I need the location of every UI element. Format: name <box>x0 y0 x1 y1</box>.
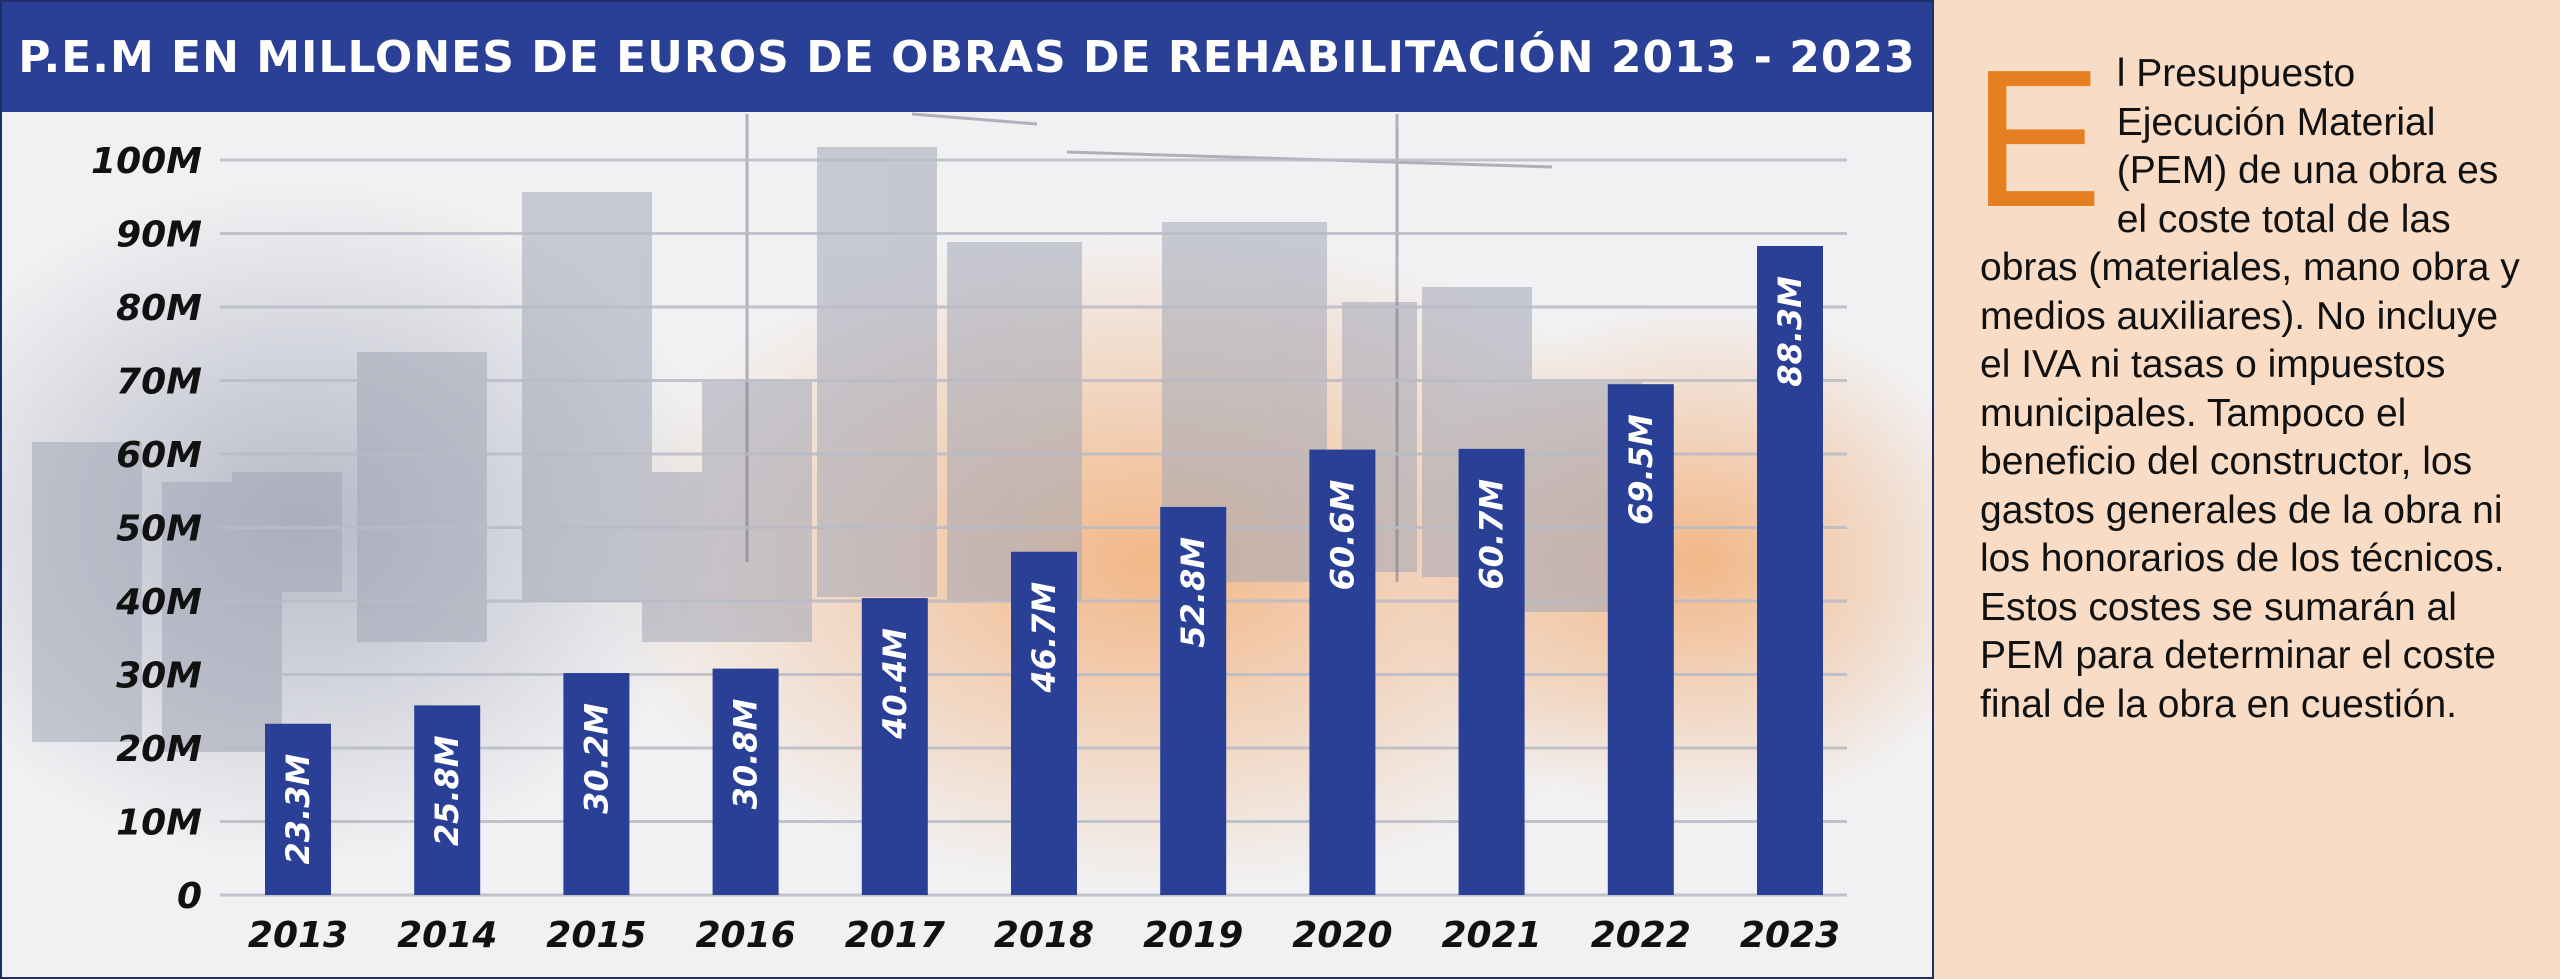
bar-value-label: 25.8M <box>428 735 466 846</box>
bar-value-label: 60.6M <box>1323 479 1361 590</box>
bar-value-label: 30.8M <box>727 698 765 809</box>
y-tick-label: 50M <box>116 509 202 550</box>
info-sidebar: E l Presupuesto Ejecución Material (PEM)… <box>1934 0 2560 979</box>
bar-2017 <box>861 598 928 895</box>
chart-panel: 0 10M 20M 30M 40M 50M 60M 70M 80M 90M 100M 23.3M 25… <box>0 0 1934 979</box>
y-axis: 0 10M 20M 30M 40M 50M 60M 70M 80M 90M 100M <box>91 141 202 917</box>
bar-2023 <box>1757 245 1823 895</box>
chart-title: P.E.M EN MILLONES DE EUROS DE OBRAS DE R… <box>18 31 1916 83</box>
x-tick-label: 2013 <box>248 915 348 956</box>
bar-2020 <box>1309 449 1376 895</box>
bar-value-label: 60.7M <box>1473 479 1511 590</box>
bar-2021 <box>1458 448 1525 895</box>
y-tick-label: 100M <box>91 141 202 182</box>
y-tick-label: 60M <box>116 435 202 476</box>
x-tick-label: 2017 <box>845 915 945 956</box>
x-tick-label: 2023 <box>1740 915 1840 956</box>
bar-chart: 0 10M 20M 30M 40M 50M 60M 70M 80M 90M 100M 23.3M 25… <box>2 112 1932 956</box>
x-tick-label: 2015 <box>546 915 646 956</box>
dropcap-letter: E <box>1972 29 2103 248</box>
y-tick-label: 80M <box>116 288 202 329</box>
bar-2022 <box>1607 384 1674 895</box>
bar-value-label: 69.5M <box>1622 414 1660 525</box>
y-tick-label: 0 <box>177 876 202 917</box>
y-tick-label: 70M <box>116 362 202 403</box>
bar-2016 <box>712 668 779 895</box>
bar-2015 <box>563 673 630 895</box>
bar-2014 <box>414 705 481 895</box>
y-tick-label: 30M <box>116 656 202 697</box>
bar-2013 <box>265 723 331 895</box>
bar-value-label: 46.7M <box>1025 582 1063 694</box>
y-tick-label: 10M <box>116 803 202 844</box>
chart-header: P.E.M EN MILLONES DE EUROS DE OBRAS DE R… <box>2 2 1932 112</box>
x-tick-label: 2016 <box>695 915 795 956</box>
x-tick-label: 2014 <box>397 915 497 956</box>
x-tick-label: 2018 <box>994 915 1094 956</box>
bar-series: 23.3M 25.8M 30.2M 30.8M 40.4M 46.7M 52.8M 60.6M… <box>265 245 1823 895</box>
bar-value-label: 88.3M <box>1771 276 1809 387</box>
bar-2018 <box>1011 551 1077 895</box>
bar-value-label: 52.8M <box>1174 537 1212 648</box>
y-tick-label: 90M <box>116 215 202 256</box>
sidebar-paragraph: l Presupuesto Ejecución Material (PEM) d… <box>1980 52 2520 726</box>
x-tick-label: 2020 <box>1292 915 1392 956</box>
y-tick-label: 20M <box>116 729 202 770</box>
x-axis: 2013 2014 2015 2016 2017 2018 2019 2020 2021 2022… <box>248 915 1840 956</box>
x-tick-label: 2021 <box>1441 915 1541 956</box>
y-tick-label: 40M <box>115 582 202 623</box>
bar-value-label: 40.4M <box>876 628 914 740</box>
x-tick-label: 2022 <box>1591 915 1691 956</box>
x-tick-label: 2019 <box>1143 915 1243 956</box>
bar-2019 <box>1160 506 1227 895</box>
bar-value-label: 30.2M <box>577 703 615 814</box>
bar-value-label: 23.3M <box>279 754 317 865</box>
